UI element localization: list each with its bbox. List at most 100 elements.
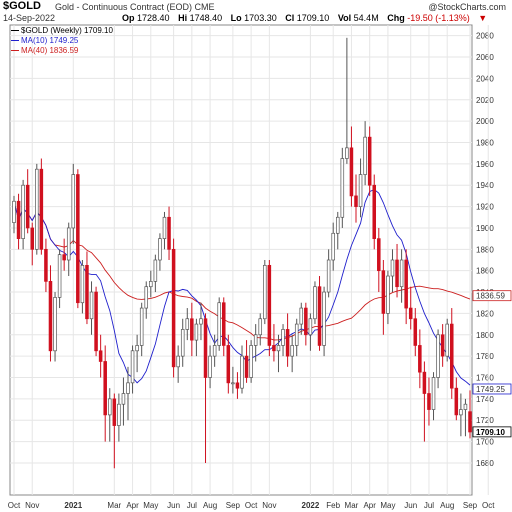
y-tick-label: 2020: [476, 96, 494, 105]
x-tick-label: Apr: [363, 501, 376, 510]
candle-body: [245, 356, 248, 377]
candle-body: [382, 271, 385, 314]
candle-body: [45, 249, 48, 281]
candle-body: [227, 345, 230, 382]
candle-body: [345, 148, 348, 159]
x-tick-label: Sep: [226, 501, 241, 510]
candle-body: [222, 303, 225, 346]
candle-body: [300, 308, 303, 324]
candle-body: [405, 260, 408, 308]
x-tick-label: Mar: [345, 501, 359, 510]
x-tick-label: Apr: [126, 501, 139, 510]
candle-body: [350, 148, 353, 196]
candle-body: [40, 169, 43, 249]
candle-body: [437, 335, 440, 378]
candle-body: [190, 319, 193, 340]
candle-body: [432, 378, 435, 410]
candle-body: [309, 319, 312, 335]
x-tick-label: Jul: [424, 501, 434, 510]
candle-body: [131, 351, 134, 383]
x-tick-label: Sep: [463, 501, 478, 510]
x-tick-label: Mar: [107, 501, 121, 510]
candle-body: [218, 303, 221, 346]
candle-body: [455, 388, 458, 415]
candle-body: [359, 175, 362, 207]
candle-body: [200, 319, 203, 324]
candle-body: [464, 404, 467, 409]
candle-body: [295, 324, 298, 345]
candle-body: [63, 255, 66, 260]
candle-body: [35, 169, 38, 249]
x-tick-label: Oct: [245, 501, 258, 510]
candle-body: [428, 394, 431, 410]
candle-body: [291, 345, 294, 356]
candle-body: [204, 319, 207, 378]
candle-body: [418, 345, 421, 372]
candle-body: [332, 233, 335, 260]
ma10-value-tag-text: 1749.25: [476, 385, 505, 394]
candle-body: [318, 287, 321, 346]
legend-ma10-swatch: [11, 40, 19, 41]
candle-body: [122, 394, 125, 405]
candle-body: [250, 345, 253, 377]
candle-body: [414, 319, 417, 346]
y-tick-label: 2080: [476, 32, 494, 41]
candle-body: [86, 265, 89, 318]
legend-ma10-text: MA(10) 1749.25: [21, 36, 78, 45]
candle-body: [400, 260, 403, 287]
candle-body: [186, 319, 189, 330]
candle-body: [95, 292, 98, 351]
candle-body: [213, 345, 216, 356]
y-tick-label: 1980: [476, 139, 494, 148]
y-tick-label: 1900: [476, 224, 494, 233]
candle-body: [177, 356, 180, 367]
y-tick-label: 1780: [476, 352, 494, 361]
candle-body: [459, 410, 462, 415]
y-tick-label: 1760: [476, 374, 494, 383]
y-tick-label: 1700: [476, 438, 494, 447]
candle-body: [282, 329, 285, 345]
last-price-tag-text: 1709.10: [476, 428, 505, 437]
x-tick-label: 2022: [302, 501, 320, 510]
candle-body: [377, 239, 380, 271]
candle-body: [140, 308, 143, 345]
candle-body: [72, 175, 75, 228]
candle-body: [99, 351, 102, 362]
legend-ma40: MA(40) 1836.59: [11, 46, 78, 56]
x-tick-label: Aug: [203, 501, 217, 510]
legend-ma40-text: MA(40) 1836.59: [21, 46, 78, 55]
candle-body: [263, 265, 266, 318]
candle-body: [236, 383, 239, 388]
y-tick-label: 2040: [476, 74, 494, 83]
candle-body: [469, 412, 472, 432]
candle-body: [323, 292, 326, 345]
candle-body: [286, 329, 289, 356]
candle-body: [314, 287, 317, 319]
candle-body: [391, 260, 394, 276]
candle-body: [127, 383, 130, 394]
candle-body: [168, 217, 171, 249]
candle-body: [368, 137, 371, 185]
y-tick-label: 1800: [476, 331, 494, 340]
candle-body: [304, 308, 307, 335]
candle-body: [195, 324, 198, 340]
x-tick-label: Jun: [404, 501, 417, 510]
legend-ma40-swatch: [11, 50, 19, 51]
x-tick-label: Feb: [326, 501, 340, 510]
x-tick-label: Aug: [440, 501, 454, 510]
y-tick-label: 1940: [476, 181, 494, 190]
candle-body: [241, 356, 244, 388]
candle-body: [113, 399, 116, 426]
candle-body: [117, 404, 120, 425]
candle-body: [104, 361, 107, 414]
y-tick-label: 1680: [476, 459, 494, 468]
candle-body: [159, 239, 162, 260]
y-tick-label: 1720: [476, 416, 494, 425]
candle-body: [396, 260, 399, 287]
candle-body: [90, 292, 93, 319]
candle-body: [76, 175, 79, 303]
candle-body: [13, 201, 16, 222]
candle-body: [17, 201, 20, 238]
candle-body: [273, 345, 276, 350]
